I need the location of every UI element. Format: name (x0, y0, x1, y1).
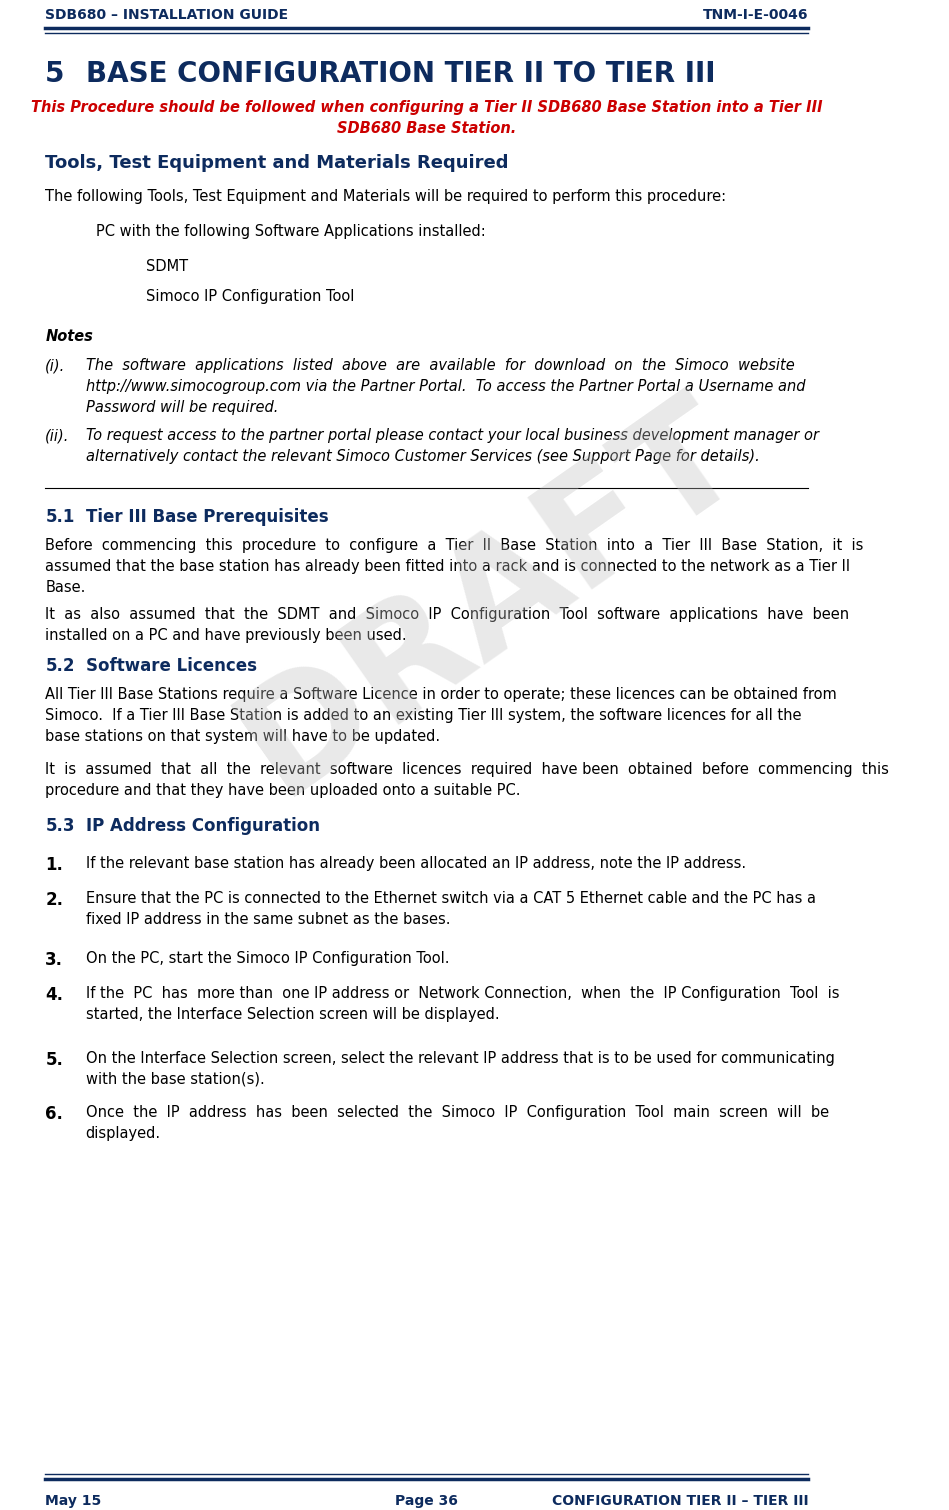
Text: 4.: 4. (46, 986, 64, 1004)
Text: The following Tools, Test Equipment and Materials will be required to perform th: The following Tools, Test Equipment and … (46, 189, 726, 204)
Text: 2.: 2. (46, 891, 64, 909)
Text: DRAFT: DRAFT (214, 373, 767, 823)
Text: Once  the  IP  address  has  been  selected  the  Simoco  IP  Configuration  Too: Once the IP address has been selected th… (85, 1105, 828, 1142)
Text: SDB680 – INSTALLATION GUIDE: SDB680 – INSTALLATION GUIDE (46, 8, 288, 23)
Text: Before  commencing  this  procedure  to  configure  a  Tier  II  Base  Station  : Before commencing this procedure to conf… (46, 538, 864, 595)
Text: Ensure that the PC is connected to the Ethernet switch via a CAT 5 Ethernet cabl: Ensure that the PC is connected to the E… (85, 891, 815, 927)
Text: 5.1: 5.1 (46, 507, 75, 525)
Text: The  software  applications  listed  above  are  available  for  download  on  t: The software applications listed above a… (85, 358, 805, 415)
Text: May 15: May 15 (46, 1493, 102, 1508)
Text: This Procedure should be followed when configuring a Tier II SDB680 Base Station: This Procedure should be followed when c… (30, 100, 822, 136)
Text: 5: 5 (46, 60, 65, 88)
Text: All Tier III Base Stations require a Software Licence in order to operate; these: All Tier III Base Stations require a Sof… (46, 687, 837, 744)
Text: IP Address Configuration: IP Address Configuration (85, 817, 320, 835)
Text: Tier III Base Prerequisites: Tier III Base Prerequisites (85, 507, 328, 525)
Text: It  is  assumed  that  all  the  relevant  software  licences  required  have be: It is assumed that all the relevant soft… (46, 763, 889, 797)
Text: Tools, Test Equipment and Materials Required: Tools, Test Equipment and Materials Requ… (46, 154, 509, 172)
Text: 3.: 3. (46, 951, 64, 969)
Text: Page 36: Page 36 (395, 1493, 457, 1508)
Text: (ii).: (ii). (46, 429, 69, 444)
Text: If the  PC  has  more than  one IP address or  Network Connection,  when  the  I: If the PC has more than one IP address o… (85, 986, 839, 1022)
Text: (i).: (i). (46, 358, 65, 373)
Text: SDMT: SDMT (146, 258, 188, 273)
Text: Simoco IP Configuration Tool: Simoco IP Configuration Tool (146, 288, 354, 304)
Text: 1.: 1. (46, 856, 64, 874)
Text: Software Licences: Software Licences (85, 657, 256, 675)
Text: 6.: 6. (46, 1105, 64, 1123)
Text: 5.3: 5.3 (46, 817, 75, 835)
Text: BASE CONFIGURATION TIER II TO TIER III: BASE CONFIGURATION TIER II TO TIER III (85, 60, 715, 88)
Text: On the Interface Selection screen, select the relevant IP address that is to be : On the Interface Selection screen, selec… (85, 1051, 834, 1087)
Text: On the PC, start the Simoco IP Configuration Tool.: On the PC, start the Simoco IP Configura… (85, 951, 449, 966)
Text: To request access to the partner portal please contact your local business devel: To request access to the partner portal … (85, 429, 819, 464)
Text: 5.2: 5.2 (46, 657, 75, 675)
Text: CONFIGURATION TIER II – TIER III: CONFIGURATION TIER II – TIER III (551, 1493, 809, 1508)
Text: TNM-I-E-0046: TNM-I-E-0046 (703, 8, 809, 23)
Text: If the relevant base station has already been allocated an IP address, note the : If the relevant base station has already… (85, 856, 746, 871)
Text: 5.: 5. (46, 1051, 64, 1069)
Text: PC with the following Software Applications installed:: PC with the following Software Applicati… (96, 223, 485, 239)
Text: It  as  also  assumed  that  the  SDMT  and  Simoco  IP  Configuration  Tool  so: It as also assumed that the SDMT and Sim… (46, 607, 849, 643)
Text: Notes: Notes (46, 329, 93, 344)
